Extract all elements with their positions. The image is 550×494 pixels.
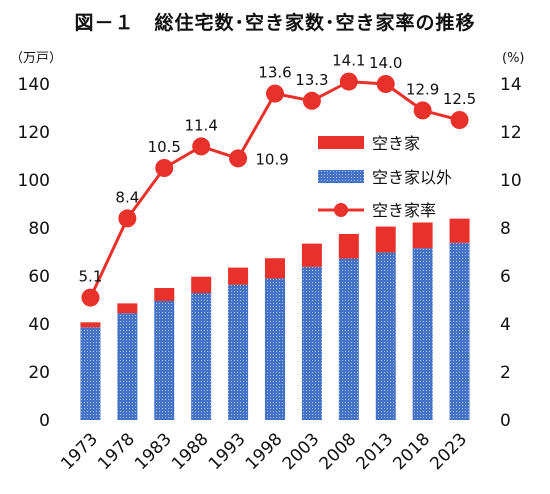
x-tick-label: 1973 bbox=[57, 429, 102, 474]
bar-non-vacant bbox=[154, 300, 175, 420]
rate-point bbox=[450, 111, 469, 129]
right-tick-label: 4 bbox=[500, 315, 511, 335]
rate-point bbox=[266, 84, 284, 103]
rate-line: 5.1 8.4 10.511.4 10.9 13.6 13.314.1 14.012.912… bbox=[79, 52, 476, 307]
bar-non-vacant bbox=[228, 284, 249, 420]
legend-marker-rate bbox=[334, 203, 348, 217]
left-tick-label: 40 bbox=[28, 315, 50, 335]
bar-non-vacant bbox=[338, 258, 359, 420]
left-tick-label: 80 bbox=[28, 219, 50, 239]
rate-point bbox=[81, 288, 100, 307]
bar-vacant bbox=[117, 303, 138, 314]
right-axis-unit: (%) bbox=[502, 51, 525, 66]
right-tick-label: 6 bbox=[500, 267, 511, 287]
bar-non-vacant bbox=[117, 313, 138, 420]
rate-point bbox=[302, 91, 321, 110]
x-tick-label: 2003 bbox=[279, 429, 324, 474]
left-axis-ticks: 0 20 40 60 80 100 120 140 bbox=[18, 75, 50, 431]
bars bbox=[80, 218, 470, 420]
right-tick-label: 12 bbox=[500, 123, 522, 143]
bar-vacant bbox=[412, 222, 433, 249]
bar-non-vacant bbox=[375, 252, 396, 420]
legend-label-non-vacant: 空き家以外 bbox=[372, 168, 452, 187]
rate-data-label: 13.6 bbox=[258, 64, 291, 82]
right-axis-ticks: 0 2 4 6 8 10 12 14 bbox=[500, 75, 522, 431]
left-tick-label: 100 bbox=[18, 171, 50, 191]
rate-point bbox=[118, 209, 137, 228]
left-tick-label: 120 bbox=[18, 123, 50, 143]
x-tick-label: 2008 bbox=[316, 429, 361, 474]
rate-data-label: 11.4 bbox=[184, 116, 217, 134]
bar-vacant bbox=[191, 276, 212, 294]
x-tick-label: 1993 bbox=[205, 429, 250, 474]
left-tick-label: 0 bbox=[39, 411, 50, 431]
bar-vacant bbox=[154, 288, 175, 301]
x-tick-label: 2023 bbox=[426, 429, 471, 474]
bar-non-vacant bbox=[265, 278, 285, 420]
legend-swatch-vacant bbox=[318, 136, 364, 149]
rate-point bbox=[192, 137, 211, 156]
bar-non-vacant bbox=[80, 327, 101, 420]
bar-vacant bbox=[301, 243, 322, 267]
right-tick-label: 10 bbox=[500, 171, 522, 191]
left-tick-label: 60 bbox=[28, 267, 50, 287]
x-tick-label: 2013 bbox=[353, 429, 398, 474]
rate-data-label: 12.9 bbox=[406, 80, 439, 98]
rate-point bbox=[229, 149, 248, 168]
rate-data-label: 5.1 bbox=[79, 268, 103, 286]
rate-data-label: 14.1 bbox=[332, 52, 365, 70]
bar-vacant bbox=[228, 267, 249, 285]
x-tick-label: 1988 bbox=[168, 429, 213, 474]
left-tick-label: 20 bbox=[28, 363, 50, 383]
rate-data-label: 8.4 bbox=[115, 188, 139, 206]
right-tick-label: 0 bbox=[500, 411, 511, 431]
legend-label-rate: 空き家率 bbox=[372, 201, 436, 220]
left-axis-unit: （万戸） bbox=[10, 51, 62, 66]
bar-vacant bbox=[265, 258, 285, 279]
left-tick-label: 140 bbox=[18, 75, 50, 95]
right-tick-label: 2 bbox=[500, 363, 511, 383]
rate-data-label: 10.9 bbox=[255, 150, 288, 168]
x-axis-ticks: 1973197819831988199319982003200820132018… bbox=[57, 429, 471, 474]
chart-title: 図－１ 総住宅数･空き家数･空き家率の推移 bbox=[74, 12, 476, 34]
bar-vacant bbox=[449, 218, 470, 243]
rate-point bbox=[339, 72, 358, 91]
bar-non-vacant bbox=[449, 242, 470, 420]
bar-non-vacant bbox=[412, 248, 433, 420]
bar-vacant bbox=[375, 226, 396, 253]
bar-vacant bbox=[338, 234, 359, 259]
bar-vacant bbox=[80, 322, 101, 328]
rate-point bbox=[376, 75, 395, 93]
rate-point bbox=[155, 159, 174, 177]
legend-swatch-non-vacant bbox=[318, 170, 364, 183]
bar-non-vacant bbox=[191, 293, 212, 420]
rate-data-label: 14.0 bbox=[369, 54, 402, 72]
right-tick-label: 14 bbox=[500, 75, 522, 95]
right-tick-label: 8 bbox=[500, 219, 511, 239]
x-tick-label: 1983 bbox=[131, 429, 176, 474]
x-tick-label: 1998 bbox=[242, 429, 287, 474]
rate-point bbox=[413, 101, 432, 120]
rate-data-label: 10.5 bbox=[148, 138, 181, 156]
x-tick-label: 2018 bbox=[389, 429, 434, 474]
rate-data-label: 13.3 bbox=[295, 71, 328, 89]
legend-label-vacant: 空き家 bbox=[372, 134, 420, 153]
x-tick-label: 1978 bbox=[94, 429, 139, 474]
rate-data-label: 12.5 bbox=[443, 90, 476, 108]
bar-non-vacant bbox=[301, 266, 322, 420]
